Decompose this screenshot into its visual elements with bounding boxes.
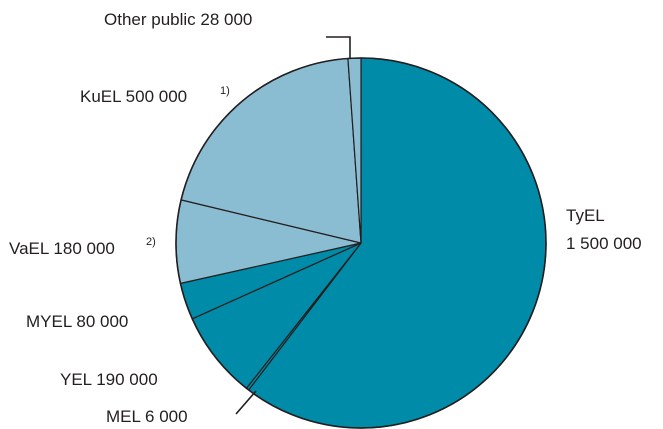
footnote-vael: 2) [146,236,156,248]
footnote-kuel: 1) [220,85,230,97]
pie-slices [175,57,547,429]
label-mel: MEL 6 000 [106,407,188,426]
leader-line-other-public [326,36,351,59]
label-kuel: KuEL 500 000 [80,87,187,106]
label-yel: YEL 190 000 [60,370,158,389]
leader-line-mel [235,390,257,415]
label-tyel-value: 1 500 000 [566,234,642,253]
label-tyel-name: TyEL [566,206,605,225]
label-myel: MYEL 80 000 [26,312,128,331]
label-vael: VaEL 180 000 [9,239,115,258]
pie-outline [175,57,547,429]
label-other-public: Other public 28 000 [104,10,252,29]
